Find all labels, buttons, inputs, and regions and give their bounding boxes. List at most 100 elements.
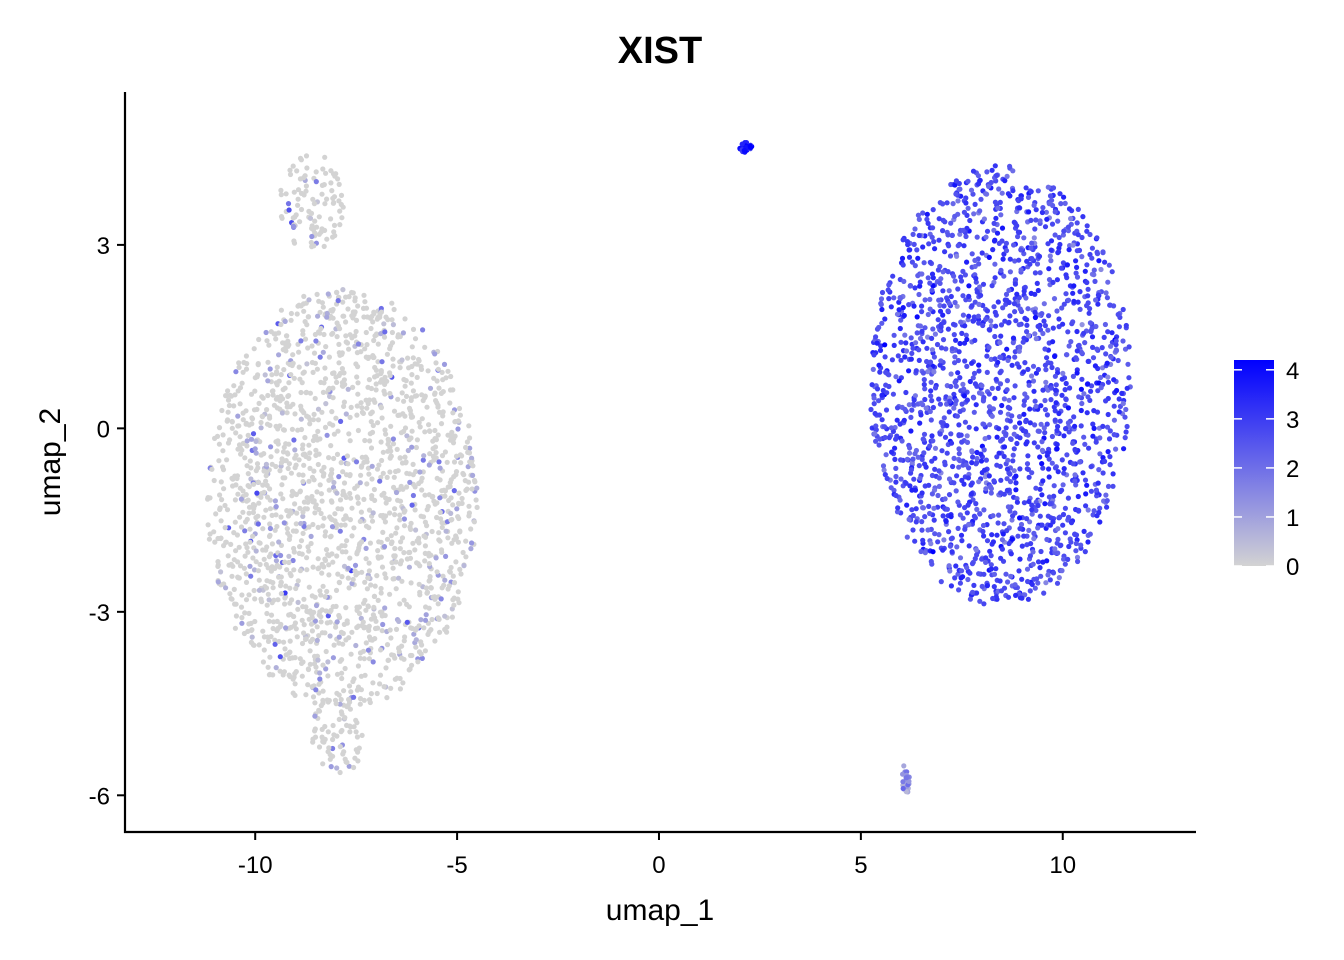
data-point	[988, 566, 994, 572]
data-point	[340, 204, 346, 210]
data-point	[951, 273, 957, 279]
data-point	[879, 392, 885, 398]
data-point	[232, 392, 238, 398]
data-point	[259, 394, 265, 400]
data-point	[317, 588, 323, 594]
data-point	[316, 633, 322, 639]
data-point	[445, 535, 451, 541]
data-point	[336, 640, 342, 646]
data-point	[971, 370, 978, 376]
data-point	[917, 475, 923, 481]
data-point	[894, 311, 901, 317]
data-point	[256, 336, 262, 343]
data-point	[393, 530, 399, 536]
data-point	[929, 271, 936, 277]
data-point	[1039, 461, 1045, 467]
data-point	[276, 378, 282, 384]
data-point	[334, 320, 340, 326]
data-point	[888, 304, 894, 310]
data-point	[359, 732, 365, 739]
data-point	[298, 157, 304, 163]
data-point	[1018, 247, 1024, 253]
data-point	[1005, 357, 1011, 363]
data-point	[305, 544, 311, 550]
data-point	[225, 388, 231, 394]
data-point	[349, 335, 355, 341]
data-point	[330, 195, 336, 201]
data-point	[290, 557, 296, 564]
data-point	[326, 745, 332, 751]
data-point	[977, 177, 983, 183]
data-point	[989, 167, 995, 173]
data-point	[426, 605, 432, 611]
data-point	[386, 496, 392, 502]
data-point	[963, 332, 969, 338]
data-point	[336, 692, 342, 698]
data-point	[268, 444, 274, 450]
data-point	[466, 513, 472, 519]
data-point	[940, 269, 946, 275]
data-point	[901, 417, 907, 423]
data-point	[301, 369, 307, 375]
data-point	[919, 271, 925, 277]
data-point	[984, 583, 991, 589]
data-point	[392, 506, 398, 512]
data-point	[1060, 232, 1066, 238]
data-point	[1062, 387, 1068, 393]
data-point	[1123, 322, 1129, 329]
data-point	[303, 188, 309, 194]
data-point	[963, 297, 969, 303]
data-point	[278, 187, 284, 193]
data-point	[217, 492, 223, 498]
data-point	[416, 540, 422, 546]
data-point	[918, 412, 924, 418]
data-point	[313, 169, 319, 175]
data-point	[304, 413, 310, 419]
data-point	[944, 200, 950, 206]
data-point	[910, 345, 916, 351]
data-point	[945, 326, 952, 332]
data-point	[328, 498, 334, 504]
data-point	[1049, 364, 1055, 371]
data-point	[1009, 536, 1016, 542]
data-point	[1004, 476, 1010, 482]
data-point	[1096, 467, 1102, 473]
data-point	[948, 440, 955, 446]
data-point	[227, 591, 233, 597]
data-point	[382, 427, 388, 433]
data-point	[931, 505, 937, 511]
data-point	[908, 467, 915, 473]
data-point	[929, 433, 935, 439]
data-point	[282, 601, 288, 607]
data-point	[241, 565, 247, 571]
data-point	[1057, 488, 1063, 495]
data-point	[315, 428, 321, 434]
data-point	[361, 314, 367, 320]
data-point	[924, 358, 930, 365]
data-point	[404, 484, 410, 490]
data-point	[893, 479, 899, 485]
data-point	[1121, 446, 1127, 452]
data-point	[417, 469, 423, 475]
data-point	[267, 486, 273, 492]
data-point	[420, 457, 426, 463]
data-point	[266, 554, 272, 560]
data-point	[1032, 314, 1038, 321]
data-point	[455, 426, 461, 432]
data-point	[1007, 418, 1013, 424]
data-point	[320, 304, 326, 310]
data-point	[442, 577, 448, 583]
data-point	[324, 196, 330, 202]
data-point	[974, 455, 980, 462]
data-point	[236, 544, 242, 550]
data-point	[1048, 397, 1054, 403]
data-point	[979, 556, 985, 562]
data-point	[1010, 513, 1016, 519]
data-point	[365, 575, 371, 581]
data-point	[1087, 231, 1093, 238]
data-point	[920, 436, 926, 442]
data-point	[236, 360, 242, 366]
data-point	[953, 337, 959, 343]
data-point	[233, 613, 239, 619]
data-point	[289, 426, 295, 432]
